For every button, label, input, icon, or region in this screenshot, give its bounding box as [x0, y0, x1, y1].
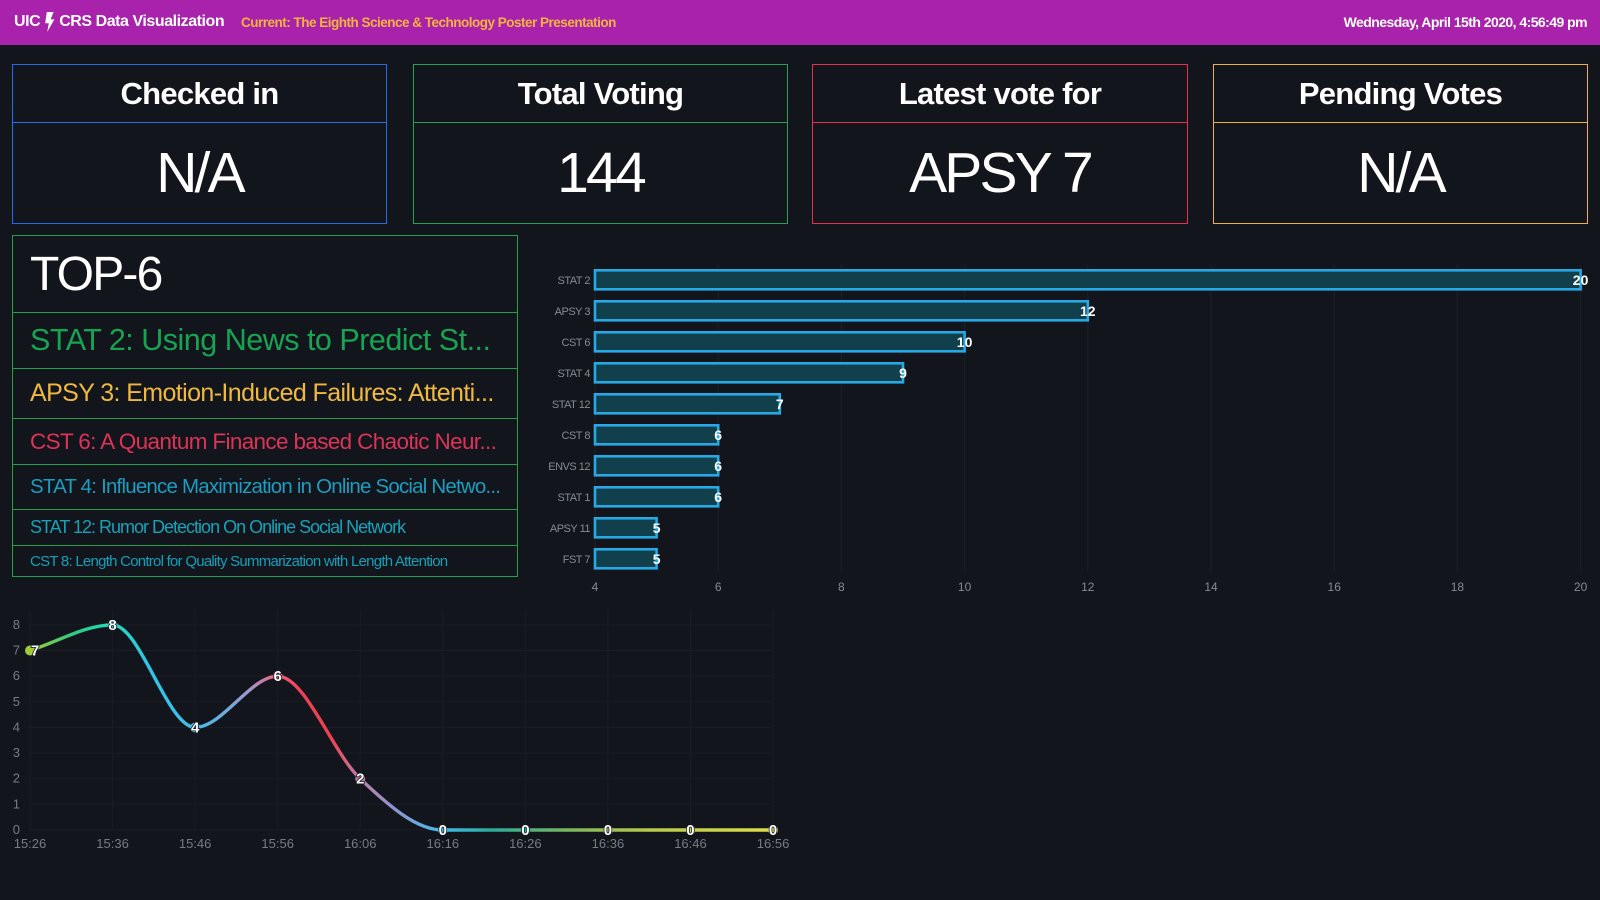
- svg-text:15:26: 15:26: [14, 836, 47, 851]
- svg-text:16:06: 16:06: [344, 836, 377, 851]
- svg-text:0: 0: [521, 822, 529, 839]
- svg-text:STAT 4: STAT 4: [558, 368, 591, 380]
- svg-text:5: 5: [653, 551, 661, 567]
- svg-text:APSY 11: APSY 11: [550, 523, 591, 535]
- svg-text:4: 4: [191, 719, 200, 736]
- svg-text:5: 5: [653, 520, 661, 536]
- svg-text:0: 0: [13, 822, 20, 837]
- svg-text:1: 1: [13, 796, 20, 811]
- svg-text:10: 10: [958, 580, 972, 594]
- svg-text:4: 4: [592, 580, 599, 594]
- svg-text:2: 2: [356, 771, 364, 788]
- svg-text:20: 20: [1573, 272, 1589, 288]
- svg-text:8: 8: [13, 617, 20, 632]
- svg-text:15:46: 15:46: [179, 836, 212, 851]
- svg-text:10: 10: [957, 334, 973, 350]
- svg-text:15:36: 15:36: [96, 836, 129, 851]
- svg-text:4: 4: [13, 719, 20, 734]
- svg-text:FST 7: FST 7: [563, 554, 591, 566]
- svg-text:8: 8: [108, 617, 116, 634]
- svg-text:16:26: 16:26: [509, 836, 542, 851]
- svg-text:14: 14: [1204, 580, 1218, 594]
- svg-text:6: 6: [715, 580, 722, 594]
- svg-text:9: 9: [899, 365, 907, 381]
- svg-text:7: 7: [776, 396, 784, 412]
- svg-text:15:56: 15:56: [261, 836, 294, 851]
- svg-text:16:36: 16:36: [592, 836, 625, 851]
- svg-text:16:16: 16:16: [427, 836, 460, 851]
- svg-text:CST 6: CST 6: [562, 337, 591, 349]
- svg-text:0: 0: [439, 822, 447, 839]
- svg-text:7: 7: [31, 643, 39, 660]
- svg-text:APSY 3: APSY 3: [555, 306, 591, 318]
- svg-text:16: 16: [1328, 580, 1342, 594]
- svg-text:2: 2: [13, 771, 20, 786]
- svg-text:ENVS 12: ENVS 12: [548, 461, 590, 473]
- svg-text:8: 8: [838, 580, 845, 594]
- svg-text:20: 20: [1574, 580, 1588, 594]
- svg-text:6: 6: [13, 668, 20, 683]
- svg-text:STAT 12: STAT 12: [552, 399, 590, 411]
- svg-text:5: 5: [13, 694, 20, 709]
- svg-text:18: 18: [1451, 580, 1465, 594]
- svg-text:STAT 2: STAT 2: [558, 275, 591, 287]
- svg-text:6: 6: [714, 427, 722, 443]
- svg-text:12: 12: [1080, 303, 1096, 319]
- svg-text:CST 8: CST 8: [562, 430, 591, 442]
- svg-text:12: 12: [1081, 580, 1095, 594]
- svg-text:16:56: 16:56: [757, 836, 790, 851]
- svg-text:6: 6: [714, 458, 722, 474]
- svg-text:6: 6: [274, 668, 282, 685]
- svg-text:16:46: 16:46: [674, 836, 707, 851]
- svg-text:3: 3: [13, 745, 20, 760]
- svg-text:0: 0: [604, 822, 612, 839]
- svg-text:0: 0: [769, 822, 777, 839]
- svg-text:6: 6: [714, 489, 722, 505]
- svg-text:0: 0: [686, 822, 694, 839]
- svg-text:7: 7: [13, 643, 20, 658]
- svg-text:STAT 1: STAT 1: [558, 492, 591, 504]
